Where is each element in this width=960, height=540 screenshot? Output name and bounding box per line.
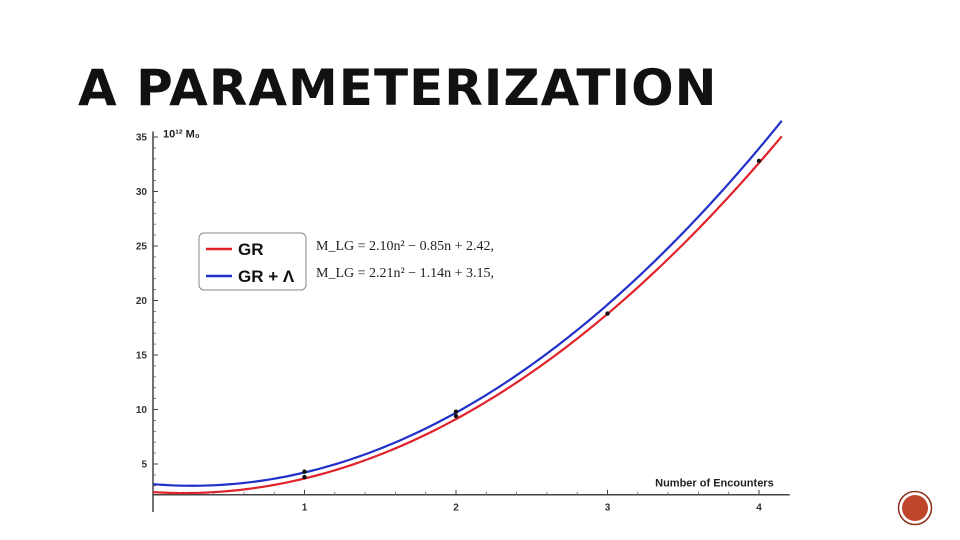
series-line-gr-lambda	[153, 120, 783, 487]
y-axis-label: 10¹² M₀	[163, 129, 200, 141]
x-tick-label: 3	[605, 503, 611, 514]
series-line-gr	[153, 135, 783, 495]
x-tick-label: 1	[302, 503, 308, 514]
equations: M_LG = 2.10n² − 0.85n + 2.42, M_LG = 2.21…	[316, 239, 494, 281]
y-tick-label: 10	[136, 405, 148, 416]
equation-label: M_LG = 2.21n² − 1.14n + 3.15,	[316, 266, 494, 281]
legend-label: GR	[238, 240, 264, 259]
legend: GR GR + Λ	[198, 232, 307, 291]
data-point	[605, 311, 610, 316]
data-point	[453, 409, 459, 414]
curves	[153, 120, 783, 495]
data-points	[302, 158, 762, 480]
y-tick-label: 30	[136, 187, 148, 198]
y-tick-label: 15	[136, 351, 148, 362]
data-point	[756, 158, 762, 164]
x-tick-label: 4	[756, 503, 762, 514]
axes: 5 10 15 20 25 30 35 1 2 3 4 10¹² M₀ Number of Encoun…	[136, 129, 790, 514]
y-tick-label: 20	[136, 296, 148, 307]
x-axis-label: Number of Encounters	[655, 478, 774, 490]
data-point	[302, 474, 307, 480]
circle-badge-icon	[897, 490, 933, 526]
y-tick-label: 5	[141, 460, 147, 471]
x-tick-label: 2	[453, 503, 459, 514]
data-point	[453, 413, 459, 419]
slide-title: A PARAMETERIZATION	[78, 59, 718, 117]
y-tick-label: 25	[136, 242, 148, 253]
data-point	[302, 469, 307, 474]
equation-label: M_LG = 2.10n² − 0.85n + 2.42,	[316, 239, 494, 254]
legend-label: GR + Λ	[238, 267, 295, 286]
y-tick-label: 35	[136, 133, 148, 144]
